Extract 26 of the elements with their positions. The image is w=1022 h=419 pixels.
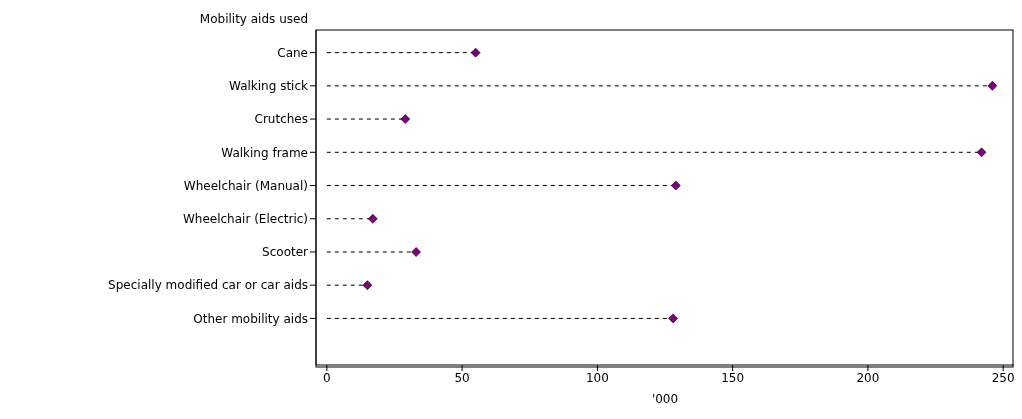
- y-tick-label: Wheelchair (Electric): [182, 211, 308, 226]
- x-tick-label: 150: [721, 370, 745, 385]
- point: [987, 81, 998, 91]
- y-axis-title: Mobility aids used: [198, 12, 308, 26]
- x-tick-label: 0: [323, 370, 331, 385]
- x-tick-label: 200: [856, 370, 880, 385]
- x-axis-title: '000: [651, 392, 679, 406]
- y-tick-label: Wheelchair (Manual): [183, 178, 308, 193]
- point: [668, 313, 678, 324]
- y-tick-label: Cane: [277, 45, 308, 60]
- point: [368, 213, 378, 224]
- y-tick-label: Specially modified car or car aids: [108, 278, 308, 293]
- x-tick-label: 250: [991, 370, 1015, 385]
- x-tick-label: 100: [585, 370, 609, 385]
- point: [976, 147, 987, 158]
- y-tick-label: Walking stick: [229, 79, 309, 94]
- point: [671, 180, 681, 191]
- point: [411, 247, 421, 257]
- y-tick-label: Other mobility aids: [193, 311, 308, 326]
- point: [470, 47, 481, 58]
- y-tick-label: Walking frame: [221, 145, 308, 160]
- point: [400, 114, 411, 124]
- y-tick-label: Scooter: [262, 245, 309, 260]
- x-tick-label: 50: [454, 370, 470, 385]
- point: [362, 280, 373, 290]
- y-tick-label: Crutches: [254, 112, 308, 127]
